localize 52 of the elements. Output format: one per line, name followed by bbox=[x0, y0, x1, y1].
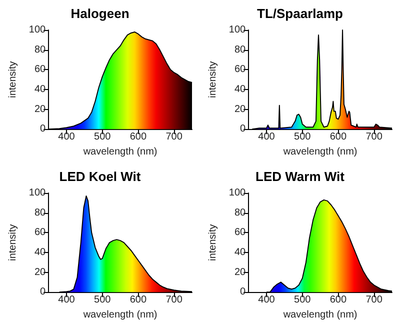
x-tick-label: 700 bbox=[366, 294, 383, 306]
y-tick-label: 20 bbox=[34, 266, 46, 278]
y-tick-label: 60 bbox=[234, 226, 246, 238]
y-tick-label: 100 bbox=[228, 187, 246, 198]
x-tick-label: 500 bbox=[94, 132, 112, 143]
x-tick-label: 700 bbox=[166, 294, 183, 306]
y-tick-label: 0 bbox=[240, 286, 246, 298]
x-tick-label: 500 bbox=[294, 294, 312, 306]
chart-title: TL/Spaarlamp bbox=[257, 6, 344, 21]
y-tick-label: 0 bbox=[240, 124, 246, 135]
y-tick-label: 100 bbox=[228, 24, 246, 36]
y-tick-label: 60 bbox=[34, 226, 46, 238]
y-tick-label: 20 bbox=[234, 104, 246, 115]
y-tick-label: 100 bbox=[28, 187, 46, 198]
y-tick-label: 0 bbox=[40, 124, 46, 135]
x-axis-title: wavelength (nm) bbox=[82, 146, 158, 158]
x-axis-title: wavelength (nm) bbox=[282, 146, 358, 158]
y-tick-label: 40 bbox=[234, 84, 246, 95]
chart-title: LED Koel Wit bbox=[59, 168, 142, 184]
y-axis-title: intensity bbox=[8, 224, 18, 260]
x-tick-label: 700 bbox=[166, 132, 183, 143]
y-tick-label: 20 bbox=[234, 266, 246, 278]
x-axis-title: wavelength (nm) bbox=[82, 309, 158, 320]
chart-title: LED Warm Wit bbox=[256, 168, 346, 184]
x-tick-label: 400 bbox=[58, 294, 76, 306]
x-tick-label: 400 bbox=[258, 294, 276, 306]
y-tick-label: 100 bbox=[28, 24, 46, 36]
y-axis-title: intensity bbox=[208, 224, 218, 260]
x-axis-title: wavelength (nm) bbox=[282, 309, 358, 320]
y-tick-label: 40 bbox=[34, 84, 46, 95]
x-tick-label: 400 bbox=[58, 132, 76, 143]
y-axis-title: intensity bbox=[8, 61, 18, 98]
x-tick-label: 500 bbox=[94, 294, 112, 306]
y-tick-label: 20 bbox=[34, 104, 46, 115]
y-tick-label: 40 bbox=[234, 246, 246, 258]
y-axis-title: intensity bbox=[208, 61, 218, 98]
y-tick-label: 80 bbox=[234, 206, 246, 218]
x-tick-label: 600 bbox=[330, 294, 347, 306]
x-tick-label: 700 bbox=[366, 132, 383, 143]
y-tick-label: 80 bbox=[234, 44, 246, 56]
x-tick-label: 400 bbox=[258, 132, 276, 143]
x-tick-label: 600 bbox=[130, 132, 147, 143]
x-tick-label: 500 bbox=[294, 132, 312, 143]
y-tick-label: 80 bbox=[34, 44, 46, 56]
y-tick-label: 0 bbox=[40, 286, 46, 298]
chart-title: Halogeen bbox=[70, 6, 130, 21]
y-tick-label: 80 bbox=[34, 206, 46, 218]
x-tick-label: 600 bbox=[130, 294, 147, 306]
x-tick-label: 600 bbox=[330, 132, 347, 143]
y-tick-label: 60 bbox=[34, 64, 46, 76]
y-tick-label: 60 bbox=[234, 64, 246, 76]
y-tick-label: 40 bbox=[34, 246, 46, 258]
